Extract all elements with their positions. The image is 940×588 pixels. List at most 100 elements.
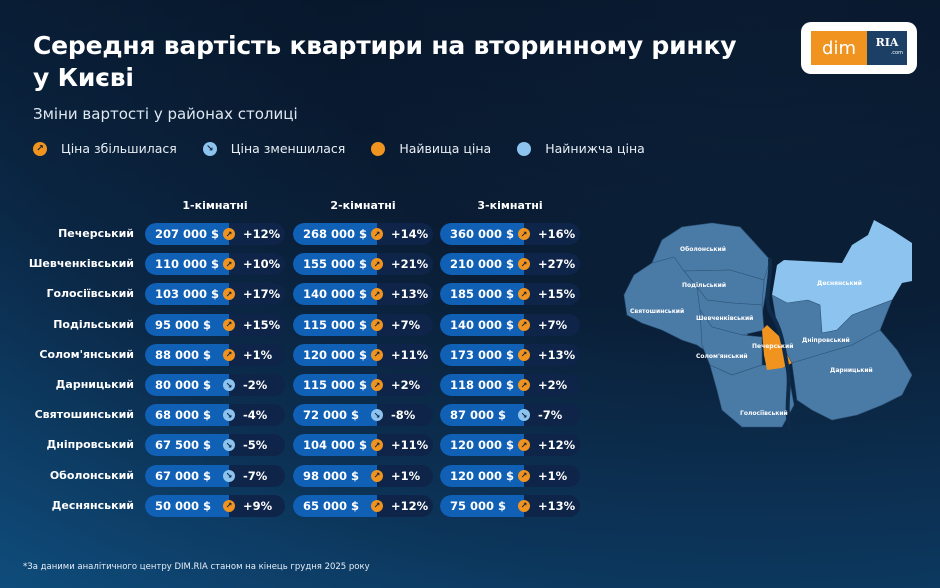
price-value: 115 000 $ xyxy=(293,313,377,336)
price-cell: 67 500 $ ↘ -5% xyxy=(145,434,285,457)
price-change: ↗ +7% xyxy=(371,314,433,336)
footnote: *За даними аналітичного центру DIM.RIA с… xyxy=(23,562,370,572)
map-label-desnianskyi: Деснянський xyxy=(817,280,862,287)
price-value: 95 000 $ xyxy=(145,313,229,336)
legend-price-up: ↗ Ціна збільшилася xyxy=(33,141,177,156)
price-value: 120 000 $ xyxy=(440,434,524,457)
price-cell: 185 000 $ ↗ +15% xyxy=(440,283,580,306)
price-cell: 155 000 $ ↗ +21% xyxy=(293,253,433,276)
price-change: ↗ +13% xyxy=(518,344,580,366)
price-change: ↗ +9% xyxy=(223,495,285,517)
price-value: 80 000 $ xyxy=(145,374,229,396)
price-cell: 120 000 $ ↗ +11% xyxy=(293,343,433,366)
price-cell: 67 000 $ ↘ -7% xyxy=(145,464,285,487)
change-value: +13% xyxy=(538,498,576,513)
change-value: -5% xyxy=(243,438,268,453)
price-cell: 103 000 $ ↗ +17% xyxy=(145,283,285,306)
price-change: ↗ +12% xyxy=(518,434,580,456)
price-cell: 120 000 $ ↗ +1% xyxy=(440,464,580,487)
price-value: 75 000 $ xyxy=(440,494,524,517)
price-value: 118 000 $ xyxy=(440,374,524,396)
district-label: Шевченківський xyxy=(28,257,134,271)
price-value: 115 000 $ xyxy=(293,374,377,396)
legend: ↗ Ціна збільшилася ↘ Ціна зменшилася Най… xyxy=(33,141,671,156)
district-label: Подільський xyxy=(53,317,134,331)
price-value: 140 000 $ xyxy=(440,313,524,336)
price-change: ↗ +12% xyxy=(371,495,433,517)
price-change: ↗ +21% xyxy=(371,253,433,275)
price-change: ↗ +2% xyxy=(518,374,580,396)
price-value: 87 000 $ xyxy=(440,404,524,427)
price-cell: 207 000 $ ↗ +12% xyxy=(145,223,285,245)
map-label-shevchenkivskyi: Шевченківський xyxy=(696,315,753,322)
arrow-down-right-icon: ↘ xyxy=(202,141,217,156)
price-value: 72 000 $ xyxy=(293,404,377,427)
district-label: Голосіївський xyxy=(46,287,134,301)
change-value: +13% xyxy=(538,347,576,362)
change-value: -8% xyxy=(391,408,416,423)
arrow-up-right-icon: ↗ xyxy=(518,318,530,331)
arrow-up-right-icon: ↗ xyxy=(33,141,47,156)
arrow-up-right-icon: ↗ xyxy=(223,258,235,271)
change-value: +17% xyxy=(243,287,281,302)
district-label: Святошинський xyxy=(34,408,134,422)
map-label-podilskyi: Подільський xyxy=(682,282,726,289)
change-value: +1% xyxy=(538,468,568,483)
arrow-up-right-icon: ↗ xyxy=(371,379,383,391)
change-value: +13% xyxy=(391,287,429,302)
map-label-dniprovskyi: Дніпровський xyxy=(802,337,850,344)
change-value: +14% xyxy=(391,227,429,241)
price-change: ↘ -2% xyxy=(223,374,285,396)
arrow-up-right-icon: ↗ xyxy=(518,379,530,391)
price-change: ↘ -5% xyxy=(223,434,285,456)
price-change: ↗ +13% xyxy=(518,495,580,517)
price-value: 173 000 $ xyxy=(440,343,524,366)
price-cell: 68 000 $ ↘ -4% xyxy=(145,404,285,427)
change-value: +12% xyxy=(243,227,281,241)
legend-lowest: Найнижча ціна xyxy=(517,141,645,156)
legend-label: Ціна збільшилася xyxy=(61,141,177,156)
kyiv-map: Оболонський Подільський Святошинський Ше… xyxy=(623,220,912,430)
page-title: Середня вартість квартири на вторинному … xyxy=(33,31,737,92)
map-label-holosiivskyi: Голосіївський xyxy=(740,410,788,417)
district-label: Оболонський xyxy=(49,468,134,482)
dim-ria-logo[interactable]: dim RIA .com xyxy=(801,22,917,74)
arrow-up-right-icon: ↗ xyxy=(371,499,383,512)
map-label-darnytskyi: Дарницький xyxy=(830,367,873,374)
change-value: +7% xyxy=(391,317,421,332)
arrow-up-right-icon: ↗ xyxy=(518,348,530,361)
change-value: +12% xyxy=(391,498,429,513)
district-label: Дніпровський xyxy=(46,438,134,452)
change-value: -7% xyxy=(243,468,268,483)
legend-label: Найвища ціна xyxy=(399,141,492,156)
map-river-dnipro xyxy=(765,258,792,430)
change-value: +10% xyxy=(243,257,281,272)
arrow-down-right-icon: ↘ xyxy=(223,409,235,422)
dot-icon xyxy=(517,141,532,156)
arrow-up-right-icon: ↗ xyxy=(223,348,235,361)
logo-ria: RIA .com xyxy=(867,31,907,65)
price-cell: 72 000 $ ↘ -8% xyxy=(293,404,433,427)
map-district-obolonskyi xyxy=(651,222,771,281)
arrow-up-right-icon: ↗ xyxy=(371,318,383,331)
price-change: ↗ +16% xyxy=(518,223,580,245)
price-value: 140 000 $ xyxy=(293,283,377,306)
price-change: ↗ +13% xyxy=(371,283,433,305)
change-value: +2% xyxy=(538,378,568,392)
price-change: ↗ +10% xyxy=(223,253,285,275)
price-value: 103 000 $ xyxy=(145,283,229,306)
price-cell: 98 000 $ ↗ +1% xyxy=(293,464,433,487)
column-header: 2-кімнатні xyxy=(330,199,396,212)
arrow-up-right-icon: ↗ xyxy=(518,228,530,240)
price-value: 65 000 $ xyxy=(293,494,377,517)
arrow-up-right-icon: ↗ xyxy=(223,499,235,512)
change-value: +1% xyxy=(243,347,273,362)
price-change: ↘ -7% xyxy=(518,404,580,426)
change-value: +21% xyxy=(391,257,429,272)
arrow-up-right-icon: ↗ xyxy=(518,499,530,512)
arrow-up-right-icon: ↗ xyxy=(223,228,235,240)
change-value: -7% xyxy=(538,408,563,423)
price-cell: 65 000 $ ↗ +12% xyxy=(293,494,433,517)
change-value: +15% xyxy=(243,317,281,332)
district-label: Печерський xyxy=(58,227,134,240)
